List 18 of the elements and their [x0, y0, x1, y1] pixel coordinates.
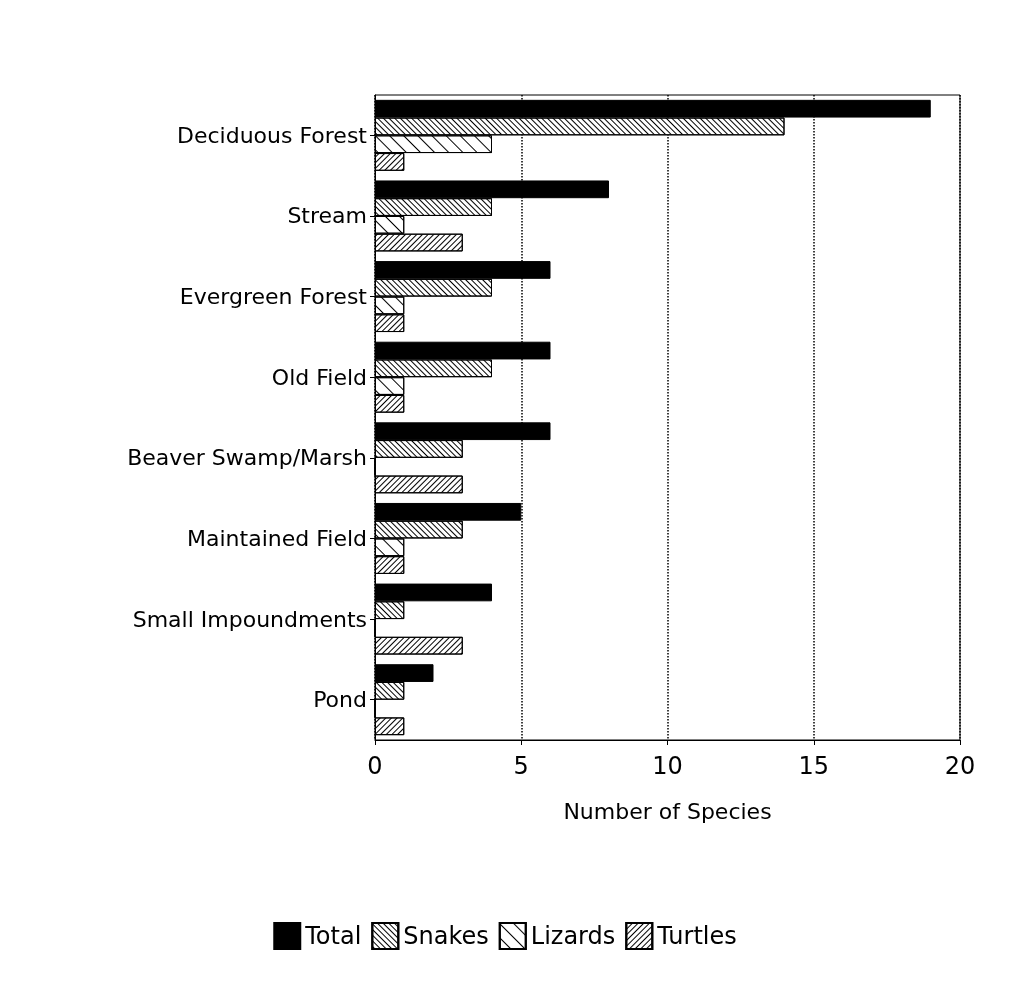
x-tick-label: 10	[652, 752, 683, 780]
y-tick-label: Beaver Swamp/Marsh	[127, 445, 367, 471]
y-tick-label: Deciduous Forest	[177, 122, 368, 148]
y-tick-label: Maintained Field	[187, 525, 367, 551]
y-tick-label: Stream	[287, 203, 367, 229]
y-tick-label: Old Field	[271, 364, 367, 390]
x-tick-label: 5	[513, 752, 529, 780]
y-tick-label: Small Impoundments	[132, 606, 367, 632]
legend-label: Lizards	[530, 922, 616, 950]
x-tick-label: 20	[944, 752, 976, 780]
y-tick-label: Evergreen Forest	[179, 284, 368, 310]
x-tick-label: 15	[798, 752, 830, 780]
x-tick-label: 0	[367, 752, 383, 780]
legend-label: Total	[304, 922, 362, 950]
legend-label: Turtles	[656, 922, 737, 950]
y-tick-label: Pond	[313, 687, 367, 713]
x-axis-title: Number of Species	[563, 798, 772, 824]
legend-label: Snakes	[403, 922, 489, 950]
